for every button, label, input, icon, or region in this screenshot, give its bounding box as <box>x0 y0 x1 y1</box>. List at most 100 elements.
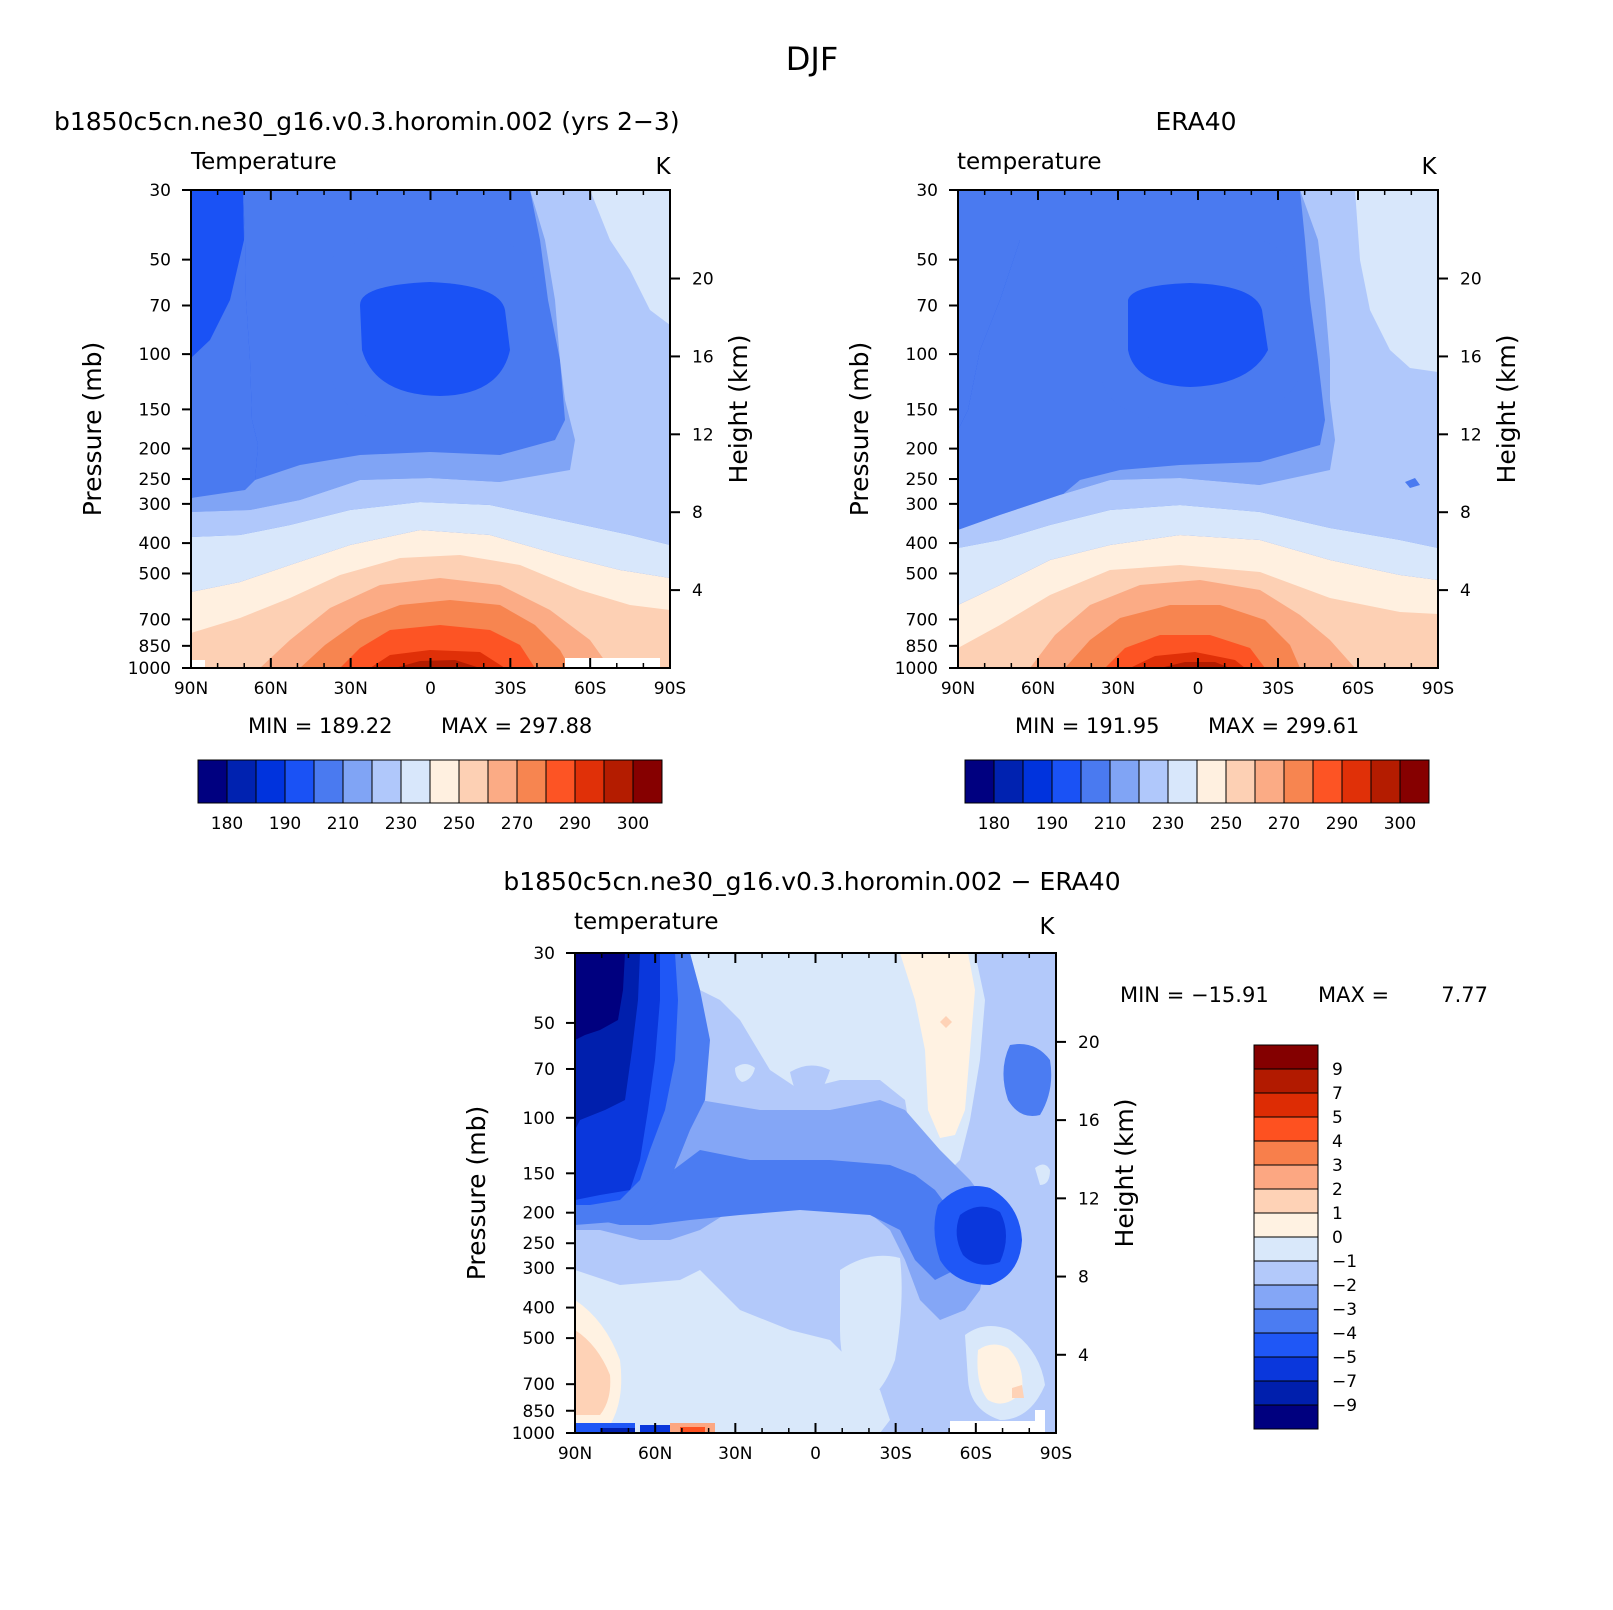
y-right-tick-label: 8 <box>1460 503 1471 523</box>
colorbar-swatch <box>993 759 1024 804</box>
y-tick-label: 30 <box>916 181 938 201</box>
colorbar-swatch <box>1312 759 1343 804</box>
x-tick-label: 60S <box>960 1444 992 1464</box>
y-tick-label: 70 <box>149 297 171 317</box>
max-label: MAX = <box>1318 983 1389 1007</box>
figure-title: DJF <box>786 40 838 78</box>
y-tick-label: 850 <box>906 637 938 657</box>
panel-units: K <box>655 154 671 180</box>
y-tick-label: 400 <box>523 1299 555 1319</box>
panel-title: b1850c5cn.ne30_g16.v0.3.horomin.002 − ER… <box>503 867 1120 896</box>
y-tick-label: 850 <box>523 1402 555 1422</box>
max-label: MAX = 299.61 <box>1208 714 1359 738</box>
colorbar-swatch <box>1253 1140 1319 1166</box>
colorbar-label: 9 <box>1332 1060 1343 1080</box>
x-tick-label: 60N <box>1021 679 1055 699</box>
y-tick-label: 50 <box>149 251 171 271</box>
difference-panel: b1850c5cn.ne30_g16.v0.3.horomin.002 − ER… <box>462 867 1488 1464</box>
y-tick-label: 30 <box>533 944 555 964</box>
min-label: MIN = −15.91 <box>1120 983 1269 1007</box>
colorbar-swatch <box>1253 1308 1319 1334</box>
y-right-tick-label: 20 <box>692 270 714 290</box>
colorbar-swatch <box>574 759 605 804</box>
y-tick-label: 50 <box>533 1014 555 1034</box>
y-tick-label: 300 <box>523 1259 555 1279</box>
colorbar-label: 1 <box>1332 1204 1343 1224</box>
panel-title: ERA40 <box>1155 107 1236 136</box>
colorbar-swatch <box>487 759 518 804</box>
x-tick-label: 30N <box>1101 679 1135 699</box>
colorbar-label: −9 <box>1332 1396 1357 1416</box>
x-tick-label: 60N <box>254 679 288 699</box>
y-tick-label: 500 <box>139 565 171 585</box>
colorbar-label: 190 <box>1036 814 1068 834</box>
panel-subtitle-left: Temperature <box>190 149 337 175</box>
colorbar: 180 190 210 230 250 270 290 300 <box>197 759 663 834</box>
colorbar-label: 190 <box>269 814 301 834</box>
era40-panel: ERA40 temperature K MIN = 191.95 MAX = 2… <box>845 107 1521 834</box>
colorbar-label: 2 <box>1332 1180 1343 1200</box>
colorbar-swatch <box>1253 1380 1319 1406</box>
model-panel: b1850c5cn.ne30_g16.v0.3.horomin.002 (yrs… <box>54 107 753 834</box>
colorbar-swatch <box>1109 759 1140 804</box>
colorbar-label: −4 <box>1332 1324 1357 1344</box>
colorbar-swatch <box>1167 759 1198 804</box>
colorbar-label: 0 <box>1332 1228 1343 1248</box>
colorbar-swatch <box>255 759 286 804</box>
colorbar: 9 7 5 4 3 2 1 0 −1 −2 −3 −4 −5 −7 −9 <box>1253 1044 1357 1430</box>
panel-units: K <box>1039 914 1055 940</box>
x-tick-label: 90N <box>174 679 208 699</box>
y-tick-label: 100 <box>523 1109 555 1129</box>
y-tick-label: 200 <box>906 440 938 460</box>
y-right-tick-label: 16 <box>692 347 714 367</box>
colorbar-swatch <box>1080 759 1111 804</box>
colorbar-label: 230 <box>1152 814 1184 834</box>
y-tick-label: 250 <box>139 470 171 490</box>
y-right-tick-label: 8 <box>692 503 703 523</box>
y-tick-label: 200 <box>523 1204 555 1224</box>
colorbar-label: −5 <box>1332 1348 1357 1368</box>
y-right-tick-label: 4 <box>692 581 703 601</box>
colorbar-swatch <box>1022 759 1053 804</box>
y-right-tick-label: 16 <box>1078 1111 1100 1131</box>
y-right-axis-title: Height (km) <box>1492 335 1521 484</box>
colorbar-swatch <box>632 759 663 804</box>
y-tick-label: 100 <box>139 345 171 365</box>
colorbar-swatch <box>1253 1332 1319 1358</box>
colorbar-swatch <box>226 759 257 804</box>
colorbar-swatch <box>1253 1092 1319 1118</box>
x-tick-label: 30S <box>879 1444 911 1464</box>
x-tick-label: 90S <box>654 679 686 699</box>
colorbar-swatch <box>1138 759 1169 804</box>
colorbar-swatch <box>458 759 489 804</box>
panel-subtitle-left: temperature <box>574 909 719 935</box>
colorbar-swatch <box>1196 759 1227 804</box>
colorbar-label: 180 <box>211 814 243 834</box>
y-tick-label: 500 <box>523 1329 555 1349</box>
colorbar-label: 250 <box>1210 814 1242 834</box>
x-tick-label: 90N <box>941 679 975 699</box>
y-right-tick-label: 12 <box>692 425 714 445</box>
x-tick-label: 0 <box>810 1444 821 1464</box>
colorbar-swatch <box>400 759 431 804</box>
x-tick-label: 30S <box>1262 679 1294 699</box>
y-tick-label: 70 <box>533 1060 555 1080</box>
colorbar-swatch <box>1253 1068 1319 1094</box>
contour-plot <box>958 190 1438 668</box>
colorbar-swatch <box>1253 1164 1319 1190</box>
colorbar-label: 4 <box>1332 1132 1343 1152</box>
colorbar-swatch <box>1225 759 1256 804</box>
colorbar-label: 210 <box>327 814 359 834</box>
y-right-tick-label: 4 <box>1460 581 1471 601</box>
y-tick-label: 300 <box>139 495 171 515</box>
colorbar-swatch <box>964 759 995 804</box>
colorbar-swatch <box>1253 1356 1319 1382</box>
contour-plot <box>191 190 670 668</box>
colorbar-swatch <box>545 759 576 804</box>
y-tick-label: 1000 <box>128 659 171 679</box>
x-tick-label: 60S <box>1342 679 1374 699</box>
x-tick-label: 30N <box>333 679 367 699</box>
x-tick-label: 0 <box>1193 679 1204 699</box>
y-tick-label: 1000 <box>895 659 938 679</box>
